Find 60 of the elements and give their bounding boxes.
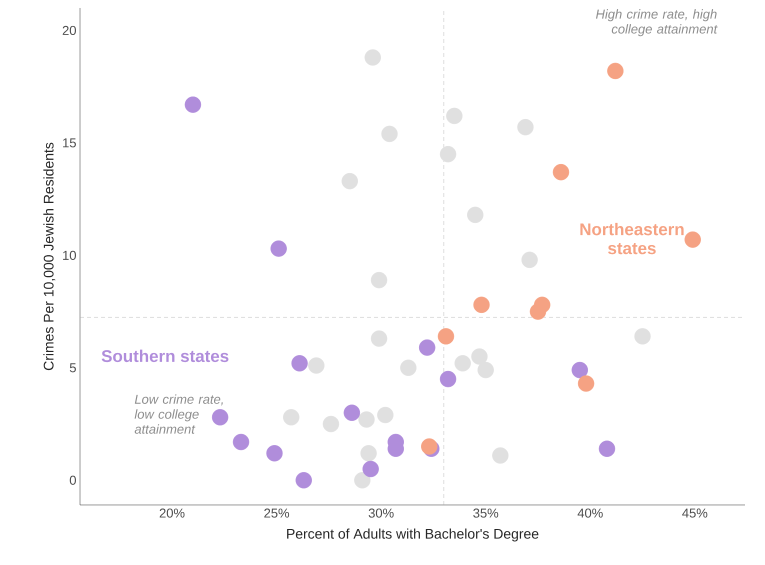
annotation: Southern states: [102, 350, 228, 362]
point: [212, 409, 228, 426]
point: [578, 375, 594, 392]
point: [308, 357, 325, 374]
point: [446, 108, 463, 124]
point: [342, 172, 358, 190]
x-tick-label: 20%: [160, 508, 185, 518]
point: [607, 62, 624, 80]
point: [364, 49, 381, 66]
y-tick-label: 0: [70, 476, 76, 485]
point: [598, 440, 616, 457]
point: [344, 404, 360, 421]
x-tick-label: 30%: [368, 508, 394, 518]
point: [381, 126, 398, 142]
point: [572, 362, 588, 378]
x-tick-label: 45%: [682, 508, 708, 518]
point: [634, 328, 651, 345]
point: [438, 328, 454, 345]
point: [521, 252, 538, 268]
point: [454, 355, 471, 372]
point: [270, 240, 287, 257]
annotation: Low crime rate, low college attainment: [134, 394, 223, 434]
y-tick-label: 15: [63, 138, 76, 148]
x-tick-label: 40%: [578, 508, 603, 518]
y-tick-label: 20: [62, 26, 76, 36]
point: [471, 348, 488, 365]
point: [370, 272, 388, 288]
point: [530, 303, 546, 320]
point: [418, 339, 436, 356]
point: [358, 411, 375, 428]
point: [517, 118, 534, 136]
annotation: Northeastern states: [580, 222, 684, 254]
point: [440, 146, 456, 162]
point: [377, 406, 394, 424]
point: [296, 472, 312, 488]
point: [184, 96, 202, 113]
point: [440, 370, 456, 388]
point: [473, 296, 490, 314]
point: [552, 164, 570, 180]
point: [400, 360, 417, 376]
point: [478, 362, 494, 378]
point: [266, 445, 283, 462]
x-tick-label: 25%: [264, 508, 290, 518]
y-axis-title: Crimes Per 10,000 Jewish Residents: [43, 142, 56, 370]
point: [684, 231, 701, 248]
point: [322, 416, 340, 432]
point: [362, 460, 379, 478]
point: [232, 434, 250, 450]
point: [291, 355, 308, 372]
point: [283, 409, 300, 426]
point: [492, 447, 509, 464]
x-tick-label: 35%: [473, 508, 498, 518]
y-tick-label: 10: [63, 250, 76, 260]
annotation: High crime rate, high college attainment: [596, 9, 718, 36]
x-axis-title: Percent of Adults with Bachelor's Degree: [287, 528, 538, 542]
point: [370, 330, 388, 347]
y-tick-label: 5: [70, 363, 76, 372]
point: [360, 445, 377, 462]
point: [467, 206, 484, 224]
point: [354, 472, 371, 488]
